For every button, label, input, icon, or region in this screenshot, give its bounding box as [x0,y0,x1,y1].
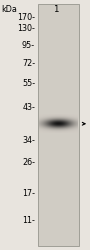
Text: 11-: 11- [22,216,35,225]
Text: 55-: 55- [22,79,35,88]
Text: 95-: 95- [22,40,35,50]
Text: 130-: 130- [17,24,35,33]
Text: 26-: 26- [22,158,35,167]
Text: 1: 1 [53,6,59,15]
Text: kDa: kDa [1,6,17,15]
Text: 34-: 34- [22,136,35,145]
Text: 43-: 43- [22,102,35,112]
Text: 72-: 72- [22,58,35,68]
Bar [38,4,79,246]
Text: 17-: 17- [22,188,35,198]
Text: 170-: 170- [17,13,35,22]
